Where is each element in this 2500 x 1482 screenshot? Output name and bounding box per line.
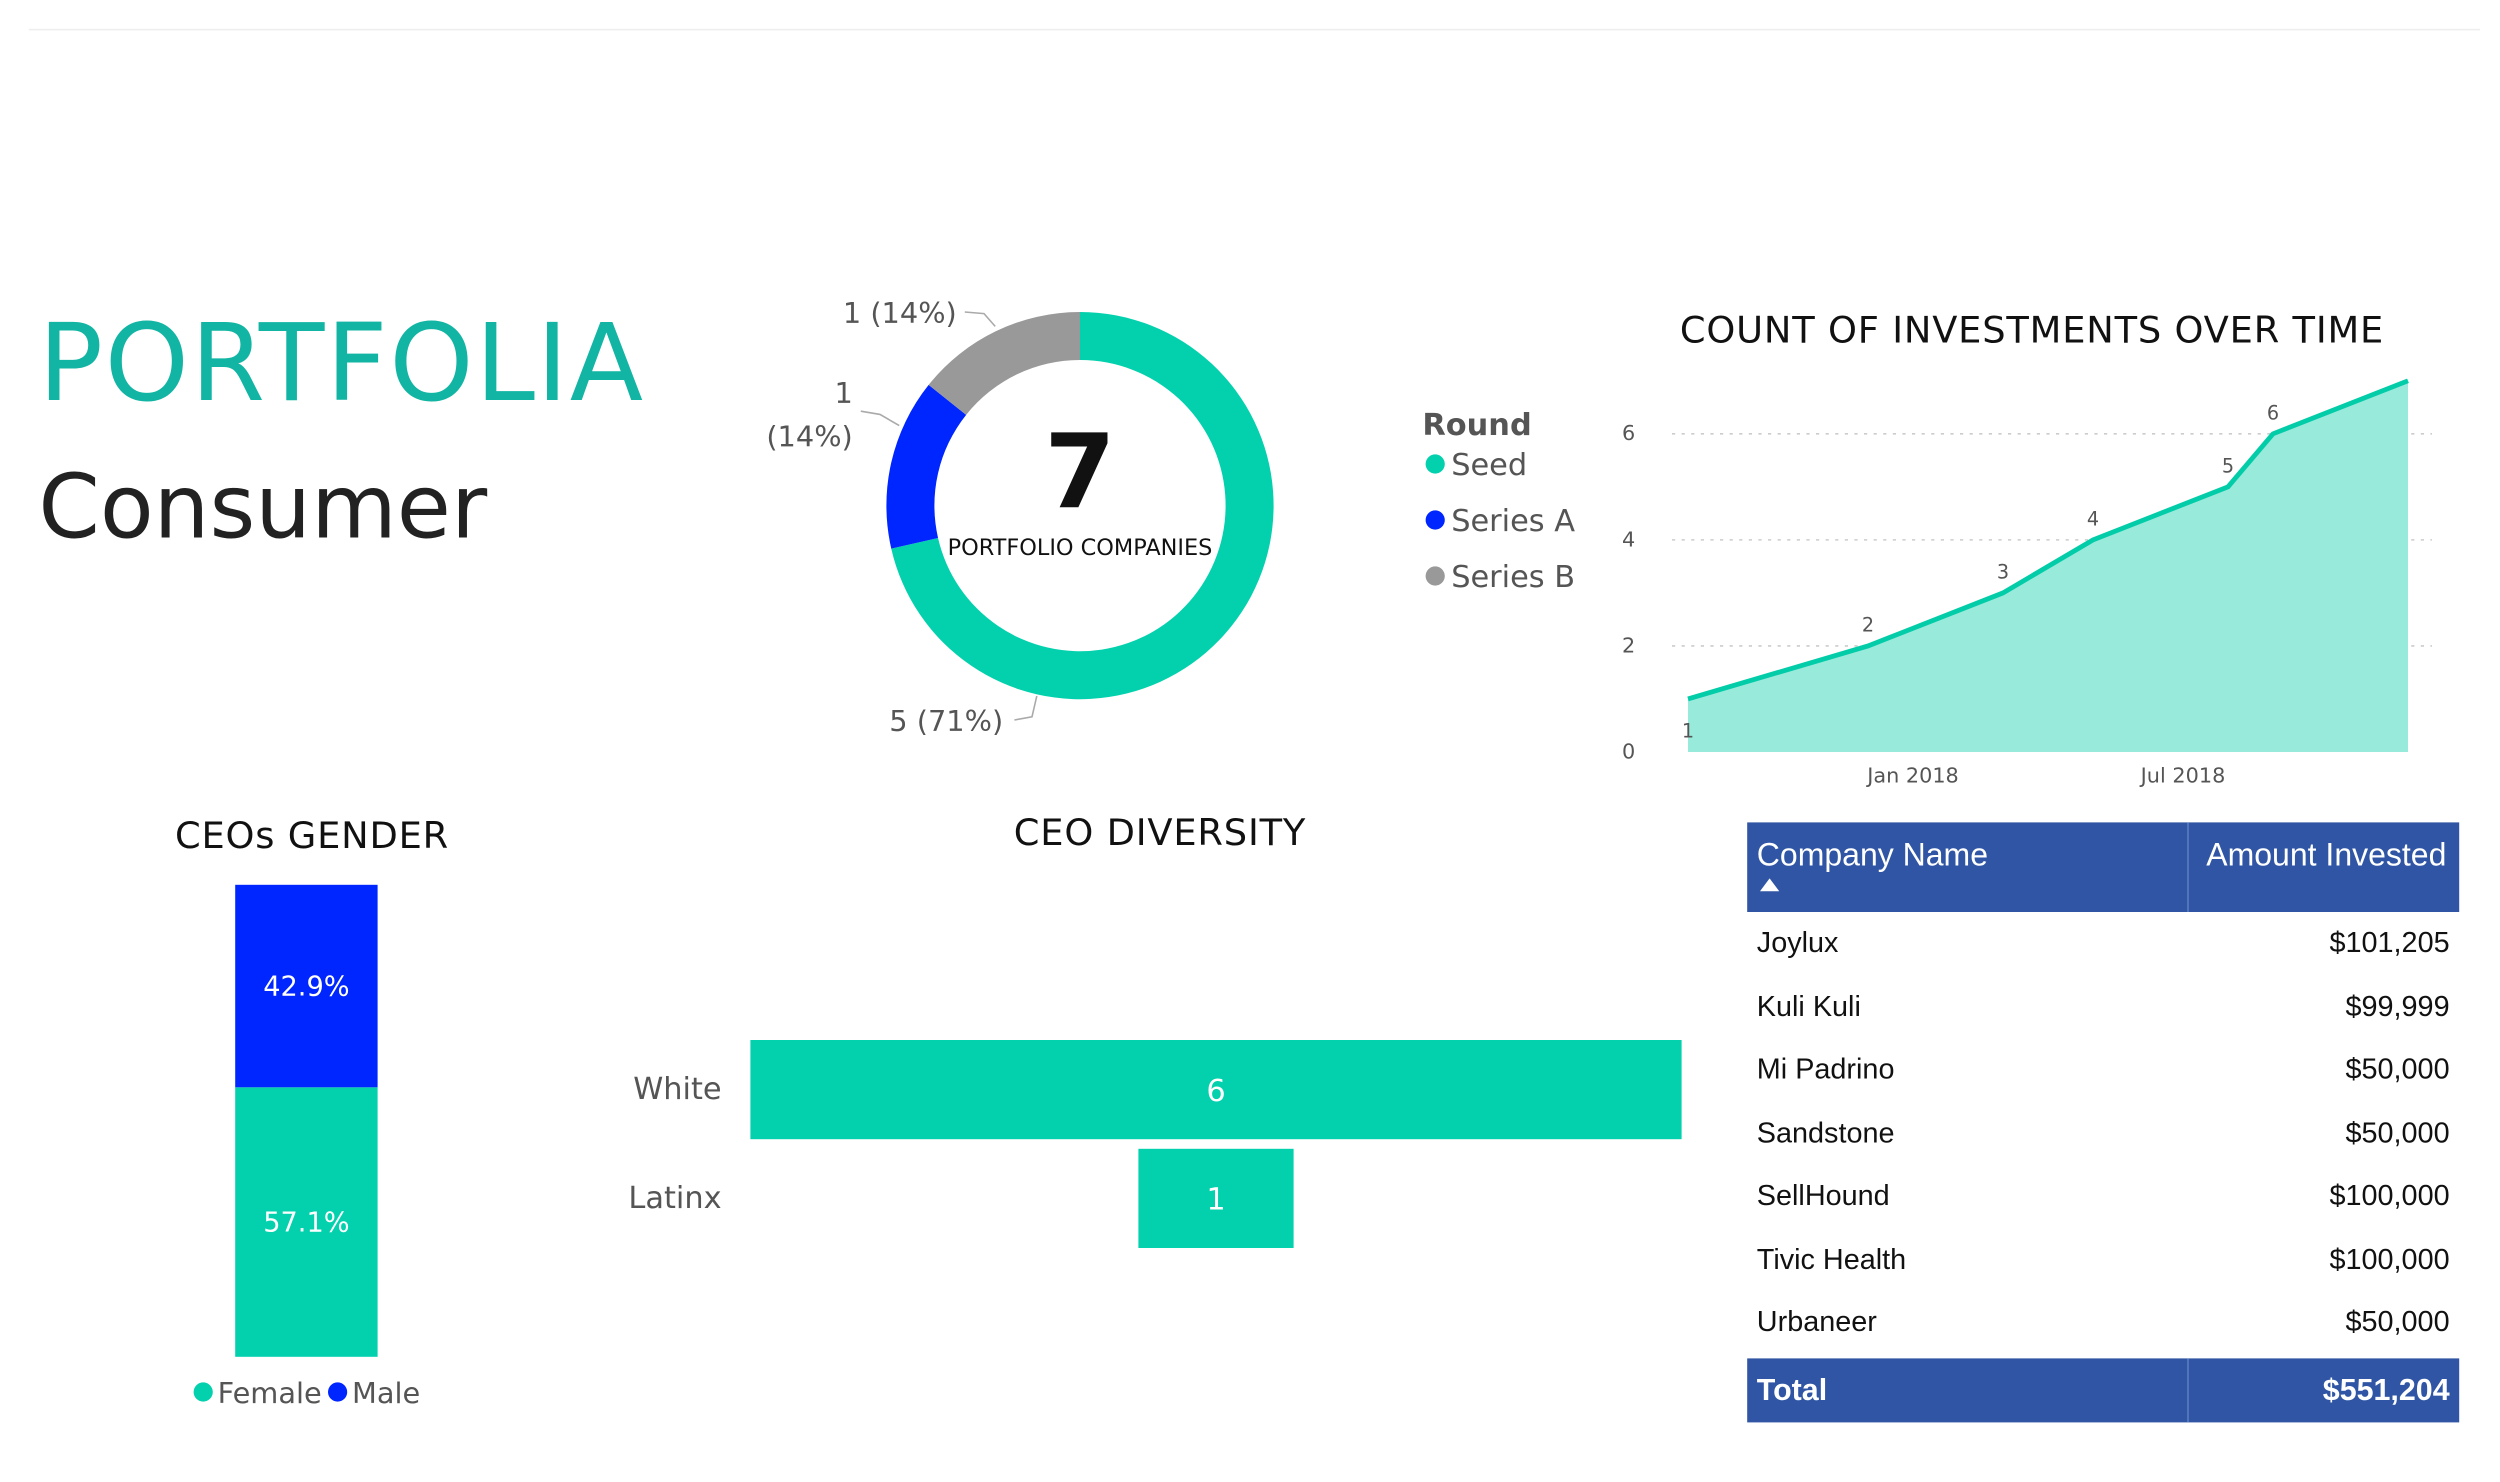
legend-swatch-series-a: [1425, 510, 1445, 530]
diversity-bar-latinx[interactable]: [1138, 1148, 1294, 1248]
column-header-company[interactable]: Company Name: [1756, 838, 1989, 874]
donut-center-label: PORTFOLIO COMPANIES: [948, 535, 1213, 561]
diversity-chart-title: CEO DIVERSITY: [1013, 812, 1307, 855]
brand-logo: PORTFOLIA: [38, 300, 645, 426]
donut-label-seed: 5 (71%): [889, 704, 1003, 738]
legend-swatch-seed: [1425, 454, 1445, 474]
table-row[interactable]: Joylux $101,205: [1747, 912, 2459, 975]
table-body: Joylux $101,205 Kuli Kuli $99,999 Mi Padrino…: [1747, 912, 2459, 1354]
area-chart-title: COUNT OF INVESTMENTS OVER TIME: [1679, 310, 2385, 352]
page-subtitle: Consumer: [38, 456, 488, 559]
company-name-cell: Urbaneer: [1756, 1305, 1877, 1338]
total-value: $551,204: [2322, 1373, 2450, 1408]
company-name-cell: SellHound: [1756, 1179, 1890, 1212]
area-data-label: 1: [1682, 719, 1694, 742]
table-header: Company Name Amount Invested: [1747, 822, 2460, 912]
sort-ascending-icon[interactable]: [1760, 878, 1780, 892]
leader-line: [1014, 695, 1038, 721]
amount-invested-cell: $101,205: [2329, 926, 2450, 959]
rounds-donut-chart[interactable]: 5 (71%) 1 (14%) 1 (14%) 7 PORTFOLIO COMPANI…: [704, 272, 1600, 768]
area-data-label: 6: [2267, 401, 2279, 424]
area-data-label: 5: [2222, 454, 2234, 477]
gender-bar-female[interactable]: [235, 1087, 378, 1357]
gender-bar-male[interactable]: [235, 884, 378, 1088]
area-line: [1687, 378, 2409, 702]
diversity-category-label: Latinx: [628, 1181, 721, 1216]
y-tick-label: 6: [1622, 421, 1635, 445]
legend-item-series-a[interactable]: Series A: [1451, 504, 1575, 539]
gender-data-label: 42.9%: [263, 972, 349, 1003]
amount-invested-cell: $50,000: [2345, 1052, 2450, 1085]
legend-swatch-female: [193, 1382, 213, 1402]
diversity-data-label: 1: [1206, 1183, 1225, 1218]
legend-item-male[interactable]: Male: [352, 1376, 420, 1410]
donut-slice-series-b[interactable]: [928, 312, 1080, 415]
top-divider: [28, 28, 2480, 31]
gender-chart-title: CEOs GENDER: [174, 816, 450, 858]
x-tick-label: Jan 2018: [1865, 763, 1959, 787]
legend-item-series-b[interactable]: Series B: [1451, 560, 1575, 595]
legend-swatch-male: [328, 1382, 348, 1402]
donut-label-series-b: 1 (14%): [843, 296, 957, 330]
area-data-label: 2: [1862, 614, 1874, 637]
diversity-bar-white[interactable]: [750, 1040, 1682, 1140]
column-header-amount[interactable]: Amount Invested: [2206, 838, 2447, 874]
company-name-cell: Sandstone: [1756, 1116, 1895, 1148]
diversity-category-label: White: [633, 1072, 721, 1107]
company-name-cell: Tivic Health: [1756, 1242, 1907, 1275]
table-total-row: Total $551,204: [1747, 1357, 2460, 1422]
donut-center-value: 7: [1044, 413, 1115, 532]
total-label: Total: [1756, 1373, 1828, 1408]
donut-label-series-a: 1 (14%): [766, 376, 852, 453]
gender-stacked-bar-chart[interactable]: 57.1% 42.9% Female Male: [160, 880, 480, 1424]
company-name-cell: Kuli Kuli: [1756, 989, 1861, 1022]
y-tick-label: 2: [1622, 633, 1635, 657]
legend-item-seed[interactable]: Seed: [1451, 448, 1527, 483]
table-row[interactable]: SellHound $100,000: [1747, 1165, 2459, 1228]
table-row[interactable]: Urbaneer $50,000: [1747, 1291, 2459, 1354]
amount-invested-cell: $100,000: [2329, 1242, 2450, 1275]
y-tick-label: 0: [1622, 739, 1635, 763]
donut-legend-title: Round: [1422, 408, 1531, 443]
amount-invested-cell: $50,000: [2345, 1116, 2450, 1148]
amount-invested-cell: $99,999: [2345, 989, 2450, 1022]
amount-invested-cell: $100,000: [2329, 1179, 2450, 1212]
y-tick-label: 4: [1622, 527, 1635, 551]
diversity-bar-chart[interactable]: White 6 Latinx 1: [608, 1024, 1712, 1264]
table-row[interactable]: Sandstone $50,000: [1747, 1102, 2459, 1165]
company-name-cell: Joylux: [1756, 926, 1839, 959]
area-data-label: 7: [2400, 368, 2412, 371]
area-data-label: 4: [2087, 507, 2099, 530]
investments-table: Company Name Amount Invested Joylux $101,…: [1747, 822, 2460, 1422]
x-tick-label: Jul 2018: [2139, 763, 2226, 787]
donut-slice-series-a[interactable]: [886, 384, 967, 549]
legend-item-female[interactable]: Female: [218, 1376, 322, 1410]
investments-area-chart[interactable]: 1 2 3 4 5 6 7 0 2 4 6 Jan 2018 Jul 2018: [1600, 368, 2464, 800]
diversity-data-label: 6: [1206, 1074, 1225, 1109]
area-data-label: 3: [1997, 561, 2009, 584]
column-separator: [2187, 1357, 2189, 1422]
legend-swatch-series-b: [1425, 566, 1445, 586]
amount-invested-cell: $50,000: [2345, 1305, 2450, 1338]
table-row[interactable]: Tivic Health $100,000: [1747, 1228, 2459, 1291]
leader-line: [860, 410, 900, 427]
company-name-cell: Mi Padrino: [1756, 1052, 1895, 1085]
leader-line: [964, 311, 996, 327]
table-row[interactable]: Kuli Kuli $99,999: [1747, 975, 2459, 1038]
gender-data-label: 57.1%: [263, 1208, 349, 1239]
table-row[interactable]: Mi Padrino $50,000: [1747, 1038, 2459, 1101]
column-separator: [2187, 822, 2189, 912]
